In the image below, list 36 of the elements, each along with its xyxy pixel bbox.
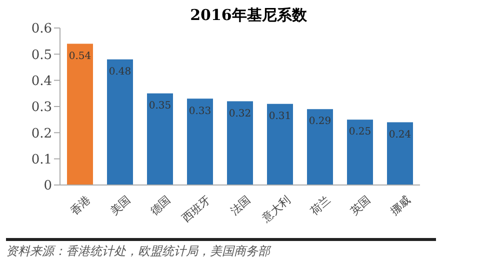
data-label: 0.24 bbox=[388, 129, 412, 140]
data-label: 0.48 bbox=[108, 66, 132, 78]
data-label: 0.33 bbox=[188, 106, 212, 117]
y-tick-label: 0.6 bbox=[31, 22, 52, 37]
y-tick-label: 0.2 bbox=[31, 126, 52, 142]
chart-title: 2016年基尼系数 bbox=[190, 6, 307, 24]
bar bbox=[267, 104, 293, 185]
y-tick-label: 0.1 bbox=[31, 152, 52, 168]
bar bbox=[147, 93, 173, 185]
x-tick-label: 香港 bbox=[68, 193, 94, 218]
data-label: 0.54 bbox=[68, 50, 92, 62]
text: 资料来源：香港统计处，欧盟统计局，美国商务部 bbox=[6, 238, 436, 260]
x-tick-label: 英国 bbox=[348, 193, 374, 218]
x-tick-label: 荷兰 bbox=[308, 193, 334, 218]
x-tick-label: 挪威 bbox=[388, 193, 414, 218]
bar bbox=[347, 120, 373, 185]
x-tick-label: 法国 bbox=[228, 193, 254, 218]
data-label: 0.32 bbox=[228, 108, 252, 120]
x-tick-label: 德国 bbox=[148, 193, 174, 218]
data-label: 0.31 bbox=[268, 110, 292, 122]
y-tick-label: 0.4 bbox=[31, 74, 52, 89]
x-tick-label: 意大利 bbox=[258, 193, 294, 226]
x-tick-label: 西班牙 bbox=[179, 193, 214, 225]
bar bbox=[307, 109, 333, 185]
bar bbox=[387, 122, 413, 185]
data-label: 0.35 bbox=[148, 100, 172, 112]
y-tick-label: 0.3 bbox=[31, 100, 52, 116]
y-tick-label: 0.5 bbox=[31, 48, 52, 63]
data-label: 0.25 bbox=[348, 126, 372, 138]
data-label: 0.29 bbox=[308, 116, 332, 128]
x-tick-label: 美国 bbox=[108, 193, 134, 218]
bar bbox=[107, 59, 133, 185]
bar bbox=[187, 98, 213, 185]
y-tick-label: 0 bbox=[44, 178, 52, 194]
bar bbox=[67, 44, 93, 185]
bar bbox=[227, 101, 253, 185]
